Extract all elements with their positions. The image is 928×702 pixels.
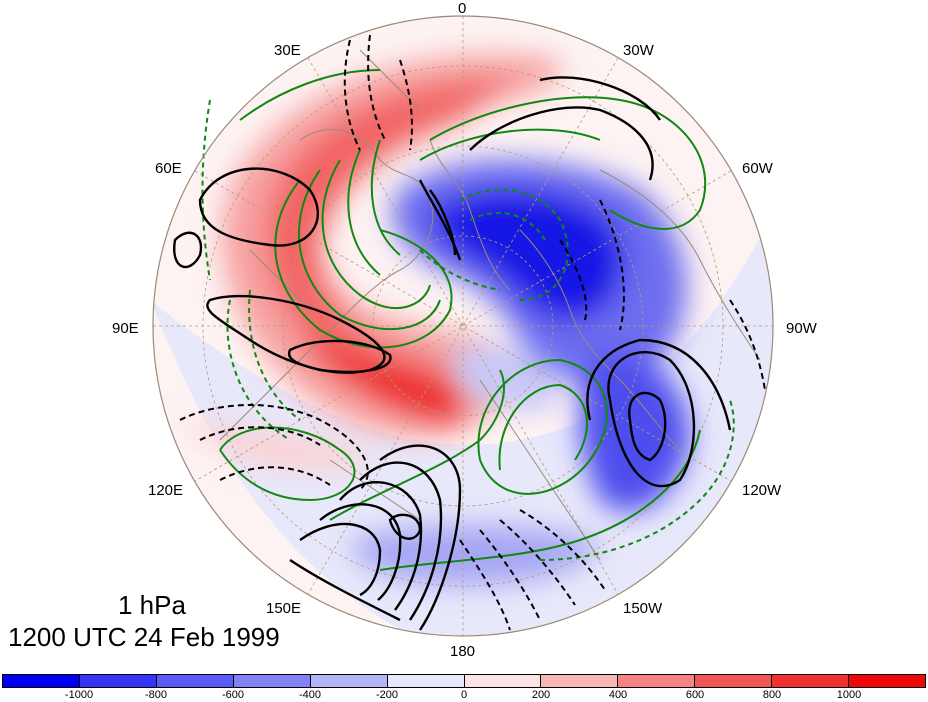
colorbar-tick-label: 800 (762, 689, 782, 701)
lon-label-60e: 60E (155, 160, 182, 177)
colorbar-segment (156, 675, 234, 687)
colorbar-tick-label: 600 (685, 689, 705, 701)
colorbar-tick-label: 200 (531, 689, 551, 701)
black-dashed-contours (179, 34, 766, 631)
polar-map (152, 15, 774, 637)
lon-label-120e: 120E (148, 482, 184, 499)
lon-label-0: 0 (458, 0, 467, 17)
pressure-level-caption: 1 hPa (118, 590, 186, 620)
colorbar-segment (310, 675, 388, 687)
lon-label-60w: 60W (742, 160, 773, 177)
lon-label-30e: 30E (274, 42, 301, 59)
negative-anomaly-south (350, 525, 600, 586)
colorbar-segment (541, 675, 619, 687)
colorbar-segment (79, 675, 157, 687)
lon-label-90e: 90E (112, 320, 139, 337)
colorbar-tick-label: 400 (608, 689, 628, 701)
lon-label-150e: 150E (266, 600, 302, 617)
green-dashed-contours (201, 99, 735, 561)
colorbar-segment (464, 675, 542, 687)
lon-label-150w: 150W (623, 600, 663, 617)
colorbar-segment (3, 675, 80, 687)
lon-label-90w: 90W (786, 320, 817, 337)
colorbar-tick-label: -1000 (64, 689, 94, 701)
colorbar-segment (772, 675, 850, 687)
colorbar-tick-label: 1000 (836, 689, 862, 701)
coastlines (219, 49, 761, 561)
timestamp-caption: 1200 UTC 24 Feb 1999 (8, 622, 280, 652)
colorbar-segment (618, 675, 696, 687)
lon-label-30w: 30W (623, 42, 654, 59)
colorbar-tick-label: -800 (144, 689, 168, 701)
lon-label-180: 180 (450, 643, 476, 660)
colorbar-tick-label: -600 (221, 689, 245, 701)
lon-label-120w: 120W (742, 482, 782, 499)
globe-outline (152, 15, 774, 637)
colorbar-segment (695, 675, 773, 687)
black-contours (173, 76, 732, 631)
green-contours (219, 69, 707, 571)
colorbar-tick-label: -400 (298, 689, 322, 701)
weak-negative-region (153, 200, 773, 636)
colorbar-segment (233, 675, 311, 687)
colorbar-segment (387, 675, 465, 687)
colorbar-tick-label: -200 (375, 689, 399, 701)
colorbar-tick-label: 0 (460, 689, 468, 701)
negative-anomaly-east (579, 354, 690, 512)
colorbar (2, 674, 926, 688)
colorbar-segment (849, 675, 926, 687)
